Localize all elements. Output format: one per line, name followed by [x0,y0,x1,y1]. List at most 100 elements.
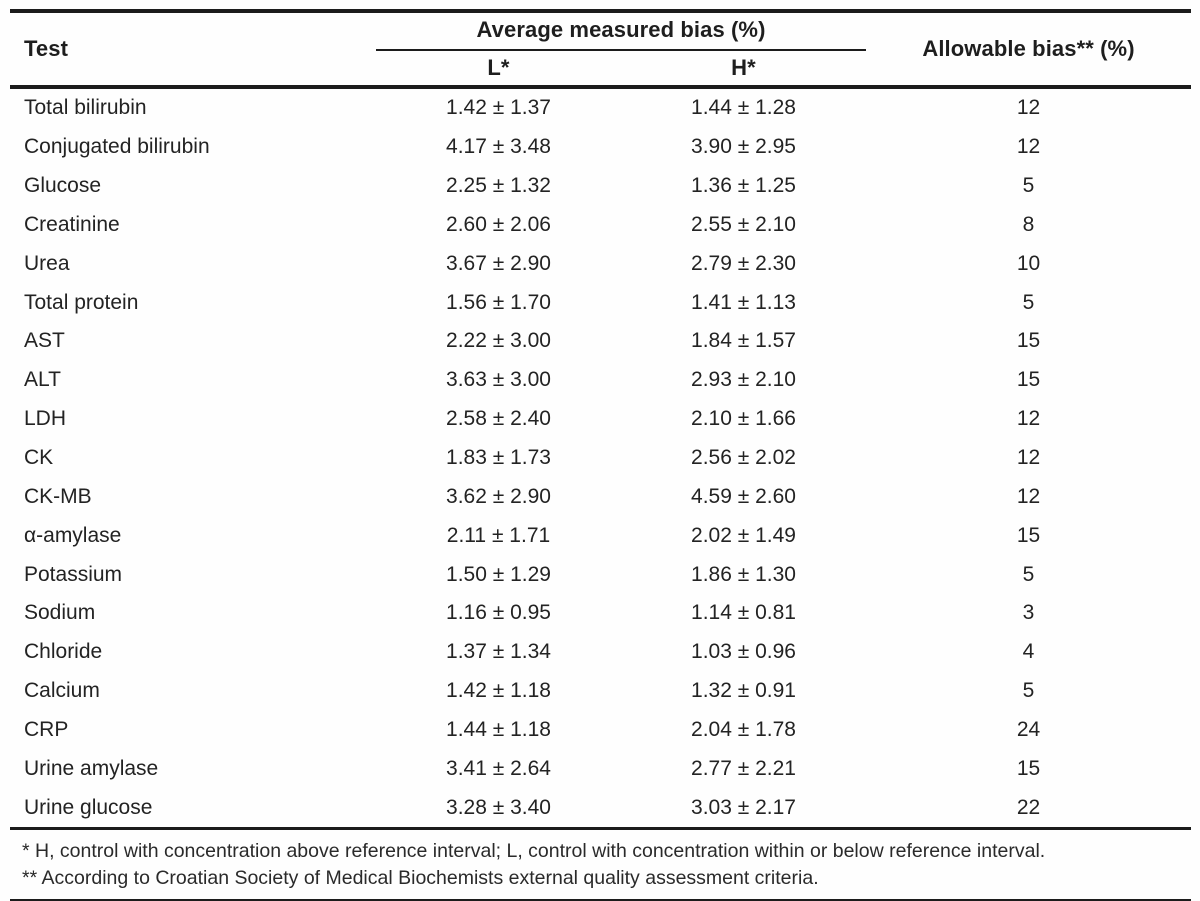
cell-test-name: Urine amylase [24,756,159,780]
cell-bias-l: 1.83 ± 1.73 [446,446,551,470]
cell-bias-l: 3.62 ± 2.90 [446,484,551,508]
cell-bias-l: 3.67 ± 2.90 [446,251,551,275]
table-row: CK-MB 3.62 ± 2.90 4.59 ± 2.60 12 [10,477,1191,516]
cell-bias-l: 1.44 ± 1.18 [446,717,551,741]
cell-bias-h: 1.41 ± 1.13 [691,290,796,314]
table-row: Conjugated bilirubin 4.17 ± 3.48 3.90 ± … [10,128,1191,167]
cell-allowable-bias: 12 [1016,407,1041,431]
cell-bias-l: 1.42 ± 1.18 [446,679,551,703]
cell-allowable-bias: 24 [1016,717,1041,741]
table-row: AST 2.22 ± 3.00 1.84 ± 1.57 15 [10,322,1191,361]
table-row: ALT 3.63 ± 3.00 2.93 ± 2.10 15 [10,361,1191,400]
column-header-test: Test [24,36,69,61]
cell-bias-h: 1.44 ± 1.28 [691,96,796,120]
cell-test-name: Urea [24,251,70,275]
cell-bias-l: 2.11 ± 1.71 [446,523,551,547]
cell-bias-l: 1.16 ± 0.95 [446,601,551,625]
cell-bias-l: 2.25 ± 1.32 [446,174,551,198]
cell-bias-h: 2.55 ± 2.10 [691,212,796,236]
cell-bias-h: 2.77 ± 2.21 [691,756,796,780]
cell-allowable-bias: 12 [1016,135,1041,159]
cell-bias-h: 2.56 ± 2.02 [691,446,796,470]
table-body: Total bilirubin 1.42 ± 1.37 1.44 ± 1.28 … [10,89,1191,827]
table-bottom-rule [10,899,1191,901]
table-row: Potassium 1.50 ± 1.29 1.86 ± 1.30 5 [10,555,1191,594]
table-row: Glucose 2.25 ± 1.32 1.36 ± 1.25 5 [10,167,1191,206]
cell-test-name: LDH [24,407,67,431]
cell-allowable-bias: 10 [1016,251,1041,275]
column-header-allowable-bias: Allowable bias** (%) [922,36,1135,61]
table-row: Urine glucose 3.28 ± 3.40 3.03 ± 2.17 22 [10,788,1191,827]
table-row: Chloride 1.37 ± 1.34 1.03 ± 0.96 4 [10,633,1191,672]
cell-allowable-bias: 12 [1016,96,1041,120]
table-row: Urine amylase 3.41 ± 2.64 2.77 ± 2.21 15 [10,749,1191,788]
cell-allowable-bias: 12 [1016,446,1041,470]
table-row: Calcium 1.42 ± 1.18 1.32 ± 0.91 5 [10,672,1191,711]
cell-allowable-bias: 22 [1016,795,1041,819]
cell-bias-l: 2.60 ± 2.06 [446,212,551,236]
cell-allowable-bias: 15 [1016,368,1041,392]
cell-bias-h: 1.86 ± 1.30 [691,562,796,586]
cell-allowable-bias: 5 [1022,562,1035,586]
header-bottom-rule [10,85,1191,89]
cell-bias-h: 1.36 ± 1.25 [691,174,796,198]
table-row: CRP 1.44 ± 1.18 2.04 ± 1.78 24 [10,711,1191,750]
cell-test-name: Calcium [24,679,100,703]
table-top-rule [10,9,1191,13]
cell-test-name: Glucose [24,174,102,198]
cell-allowable-bias: 8 [1022,212,1035,236]
cell-allowable-bias: 3 [1022,601,1035,625]
cell-bias-h: 3.90 ± 2.95 [691,135,796,159]
cell-test-name: Conjugated bilirubin [24,135,210,159]
footnote-criteria: ** According to Croatian Society of Medi… [22,867,819,889]
cell-bias-l: 1.42 ± 1.37 [446,96,551,120]
cell-test-name: CK [24,446,54,470]
cell-test-name: Potassium [24,562,123,586]
column-header-group-average-measured-bias: Average measured bias (%) [376,17,866,51]
cell-test-name: Creatinine [24,212,120,236]
cell-test-name: α-amylase [24,523,122,547]
column-header-l: L* [487,55,510,80]
table-row: Urea 3.67 ± 2.90 2.79 ± 2.30 10 [10,244,1191,283]
cell-test-name: CK-MB [24,484,92,508]
table-row: CK 1.83 ± 1.73 2.56 ± 2.02 12 [10,439,1191,478]
table-row: α-amylase 2.11 ± 1.71 2.02 ± 1.49 15 [10,516,1191,555]
cell-test-name: Total protein [24,290,139,314]
table-row: LDH 2.58 ± 2.40 2.10 ± 1.66 12 [10,400,1191,439]
cell-bias-l: 3.63 ± 3.00 [446,368,551,392]
cell-bias-h: 2.10 ± 1.66 [691,407,796,431]
cell-bias-h: 2.79 ± 2.30 [691,251,796,275]
cell-allowable-bias: 12 [1016,484,1041,508]
table-row: Total protein 1.56 ± 1.70 1.41 ± 1.13 5 [10,283,1191,322]
table-header: Test Average measured bias (%) L* H* All… [10,13,1191,85]
cell-bias-l: 1.37 ± 1.34 [446,640,551,664]
cell-bias-h: 1.84 ± 1.57 [691,329,796,353]
cell-bias-h: 2.02 ± 1.49 [691,523,796,547]
cell-test-name: Sodium [24,601,96,625]
cell-allowable-bias: 15 [1016,756,1041,780]
cell-allowable-bias: 5 [1022,290,1035,314]
cell-test-name: Chloride [24,640,103,664]
cell-bias-l: 1.56 ± 1.70 [446,290,551,314]
cell-bias-h: 2.93 ± 2.10 [691,368,796,392]
body-bottom-rule [10,827,1191,830]
cell-bias-l: 4.17 ± 3.48 [446,135,551,159]
table-row: Sodium 1.16 ± 0.95 1.14 ± 0.81 3 [10,594,1191,633]
bias-table: Test Average measured bias (%) L* H* All… [10,9,1191,901]
table-row: Total bilirubin 1.42 ± 1.37 1.44 ± 1.28 … [10,89,1191,128]
cell-test-name: CRP [24,717,69,741]
cell-bias-h: 1.03 ± 0.96 [691,640,796,664]
cell-allowable-bias: 15 [1016,523,1041,547]
cell-allowable-bias: 4 [1022,640,1035,664]
cell-bias-h: 4.59 ± 2.60 [691,484,796,508]
table-row: Creatinine 2.60 ± 2.06 2.55 ± 2.10 8 [10,206,1191,245]
cell-bias-l: 2.22 ± 3.00 [446,329,551,353]
cell-bias-h: 2.04 ± 1.78 [691,717,796,741]
cell-bias-l: 1.50 ± 1.29 [446,562,551,586]
cell-allowable-bias: 5 [1022,679,1035,703]
cell-test-name: Urine glucose [24,795,153,819]
cell-bias-l: 3.28 ± 3.40 [446,795,551,819]
footnote-controls: * H, control with concentration above re… [22,840,1046,862]
cell-bias-h: 1.32 ± 0.91 [691,679,796,703]
